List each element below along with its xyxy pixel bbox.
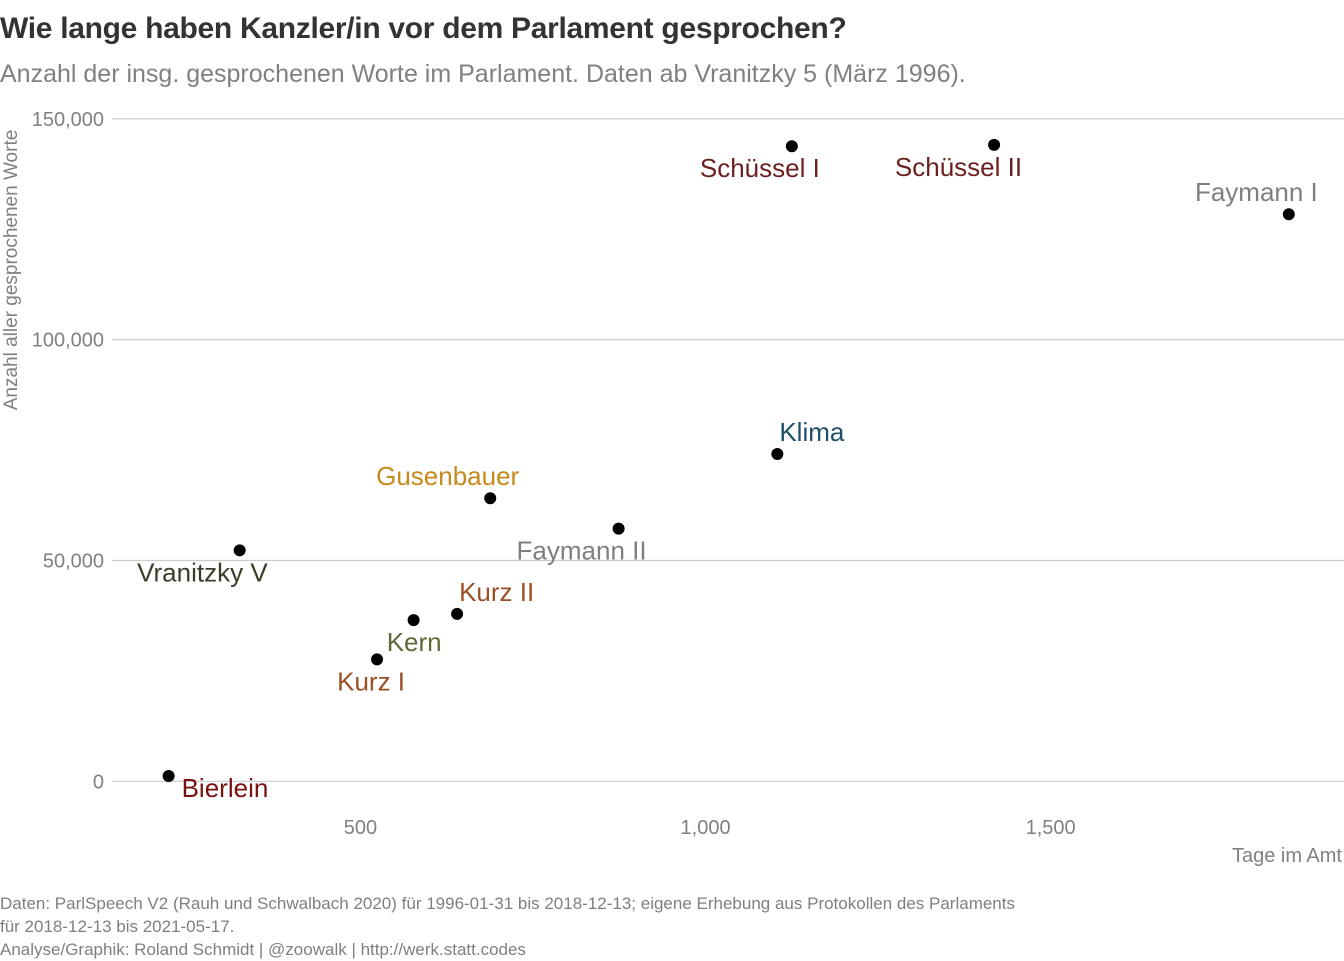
data-point [162, 769, 175, 782]
chart-caption: Daten: ParlSpeech V2 (Rauh und Schwalbac… [0, 892, 1015, 961]
point-labels: Schüssel I Schüssel II Faymann I Klima Gusen… [137, 152, 1318, 803]
point-label: Gusenbauer [376, 461, 519, 491]
data-point [451, 607, 464, 620]
data-point [988, 138, 1001, 151]
chart-subtitle: Anzahl der insg. gesprochenen Worte im P… [0, 60, 966, 88]
point-label: Faymann II [517, 536, 647, 566]
y-tick-label: 50,000 [43, 550, 104, 572]
data-points [162, 138, 1295, 782]
caption-line-2: für 2018-12-13 bis 2021-05-17. [0, 917, 235, 936]
x-axis-ticks: 500 1,000 1,500 [344, 817, 1076, 839]
point-label: Vranitzky V [137, 557, 268, 587]
point-label: Schüssel II [895, 152, 1022, 182]
y-tick-label: 100,000 [32, 330, 104, 352]
y-axis-label: Anzahl aller gesprochenen Worte [1, 130, 22, 411]
data-point [771, 448, 784, 461]
y-tick-label: 0 [93, 771, 104, 793]
y-tick-label: 150,000 [32, 109, 104, 131]
data-point [1282, 208, 1295, 221]
caption-line-3: Analyse/Graphik: Roland Schmidt | @zoowa… [0, 940, 526, 959]
chart-title: Wie lange haben Kanzler/in vor dem Parla… [0, 12, 847, 45]
x-tick-label: 500 [344, 817, 377, 839]
caption-line-1: Daten: ParlSpeech V2 (Rauh und Schwalbac… [0, 894, 1015, 913]
point-label: Faymann I [1195, 177, 1318, 207]
x-tick-label: 1,000 [681, 817, 731, 839]
x-axis-label: Tage im Amt [1232, 845, 1342, 867]
data-point [785, 140, 798, 153]
x-tick-label: 1,500 [1026, 817, 1076, 839]
data-point [233, 544, 246, 557]
data-point [612, 522, 625, 535]
data-point [371, 653, 384, 666]
point-label: Bierlein [182, 773, 269, 803]
point-label: Schüssel I [700, 153, 820, 183]
data-point [484, 492, 497, 505]
point-label: Kurz II [459, 577, 534, 607]
point-label: Kurz I [337, 666, 405, 696]
point-label: Kern [387, 627, 442, 657]
gridlines [112, 118, 1344, 782]
point-label: Klima [779, 417, 845, 447]
y-axis-ticks: 0 50,000 100,000 150,000 [32, 109, 104, 793]
data-point [407, 614, 420, 627]
